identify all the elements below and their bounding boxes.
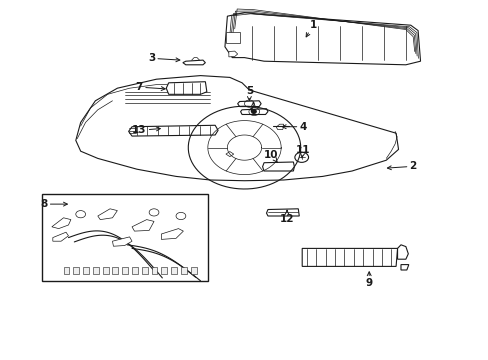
Text: 13: 13 xyxy=(132,125,160,135)
Polygon shape xyxy=(73,267,79,274)
Polygon shape xyxy=(161,229,183,239)
Polygon shape xyxy=(181,267,186,274)
Text: 12: 12 xyxy=(279,210,294,224)
Polygon shape xyxy=(93,267,99,274)
Bar xyxy=(41,194,207,281)
Polygon shape xyxy=(276,124,283,130)
Polygon shape xyxy=(142,267,147,274)
Circle shape xyxy=(251,110,256,113)
Polygon shape xyxy=(266,209,299,216)
Text: 7: 7 xyxy=(135,82,165,92)
Text: 3: 3 xyxy=(148,53,180,63)
Polygon shape xyxy=(122,267,128,274)
Polygon shape xyxy=(240,109,267,114)
Text: 2: 2 xyxy=(386,161,416,171)
Text: 6: 6 xyxy=(249,102,256,116)
Polygon shape xyxy=(225,32,239,43)
Polygon shape xyxy=(166,82,206,94)
Polygon shape xyxy=(262,162,294,171)
Polygon shape xyxy=(400,265,408,270)
Polygon shape xyxy=(63,267,69,274)
Text: 9: 9 xyxy=(365,272,372,288)
Text: 11: 11 xyxy=(295,145,310,158)
Polygon shape xyxy=(128,125,218,136)
Polygon shape xyxy=(224,13,420,65)
Polygon shape xyxy=(183,60,205,65)
Polygon shape xyxy=(132,267,138,274)
Polygon shape xyxy=(171,267,177,274)
Polygon shape xyxy=(151,267,157,274)
Polygon shape xyxy=(228,51,237,57)
Polygon shape xyxy=(76,76,398,181)
Polygon shape xyxy=(190,267,196,274)
Text: 4: 4 xyxy=(282,122,306,132)
Polygon shape xyxy=(237,101,261,107)
Polygon shape xyxy=(53,232,68,241)
Polygon shape xyxy=(112,267,118,274)
Polygon shape xyxy=(83,267,89,274)
Polygon shape xyxy=(397,245,407,259)
Polygon shape xyxy=(161,267,167,274)
Polygon shape xyxy=(225,152,233,157)
Text: 1: 1 xyxy=(305,20,316,37)
Polygon shape xyxy=(52,218,71,229)
Polygon shape xyxy=(98,209,117,220)
Polygon shape xyxy=(132,220,154,231)
Polygon shape xyxy=(112,237,132,246)
Polygon shape xyxy=(102,267,108,274)
Text: 5: 5 xyxy=(245,86,252,100)
Polygon shape xyxy=(302,248,397,266)
Text: 10: 10 xyxy=(264,150,278,163)
Text: 8: 8 xyxy=(41,199,67,209)
